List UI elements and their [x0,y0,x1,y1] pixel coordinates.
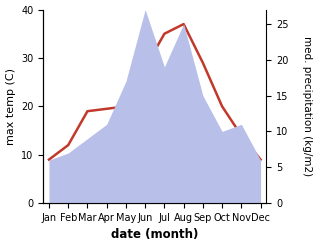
Y-axis label: med. precipitation (kg/m2): med. precipitation (kg/m2) [302,36,313,176]
Y-axis label: max temp (C): max temp (C) [5,68,16,145]
X-axis label: date (month): date (month) [111,228,198,242]
